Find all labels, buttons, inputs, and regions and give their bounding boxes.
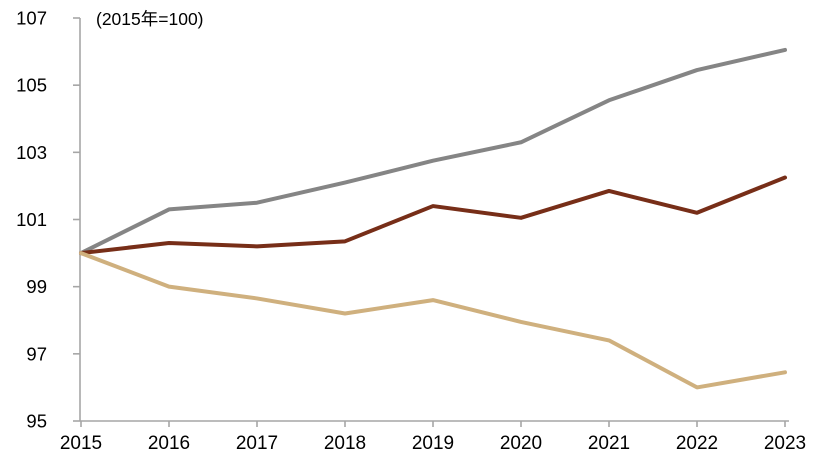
index-base-note: (2015年=100) (96, 9, 204, 29)
y-tick-label: 101 (16, 209, 47, 230)
x-tick-label: 2022 (676, 433, 718, 454)
series-gray-line (79, 47, 787, 256)
x-tick-label: 2016 (148, 433, 190, 454)
series-dark-red-line (79, 175, 787, 256)
y-tick-label: 97 (26, 343, 47, 364)
x-tick-label: 2019 (412, 433, 454, 454)
y-tick-label: 95 (26, 411, 47, 432)
x-tick-label: 2023 (764, 433, 806, 454)
x-tick-label: 2015 (60, 433, 102, 454)
x-tick-label: 2020 (500, 433, 542, 454)
y-tick-label: 105 (16, 75, 47, 96)
y-tick-label: 103 (16, 142, 47, 163)
x-tick-label: 2021 (588, 433, 630, 454)
y-tick-label: 107 (16, 8, 47, 29)
y-tick-label: 99 (26, 276, 47, 297)
series-tan-line (79, 251, 787, 390)
x-tick-label: 2017 (236, 433, 278, 454)
x-tick-label: 2018 (324, 433, 366, 454)
